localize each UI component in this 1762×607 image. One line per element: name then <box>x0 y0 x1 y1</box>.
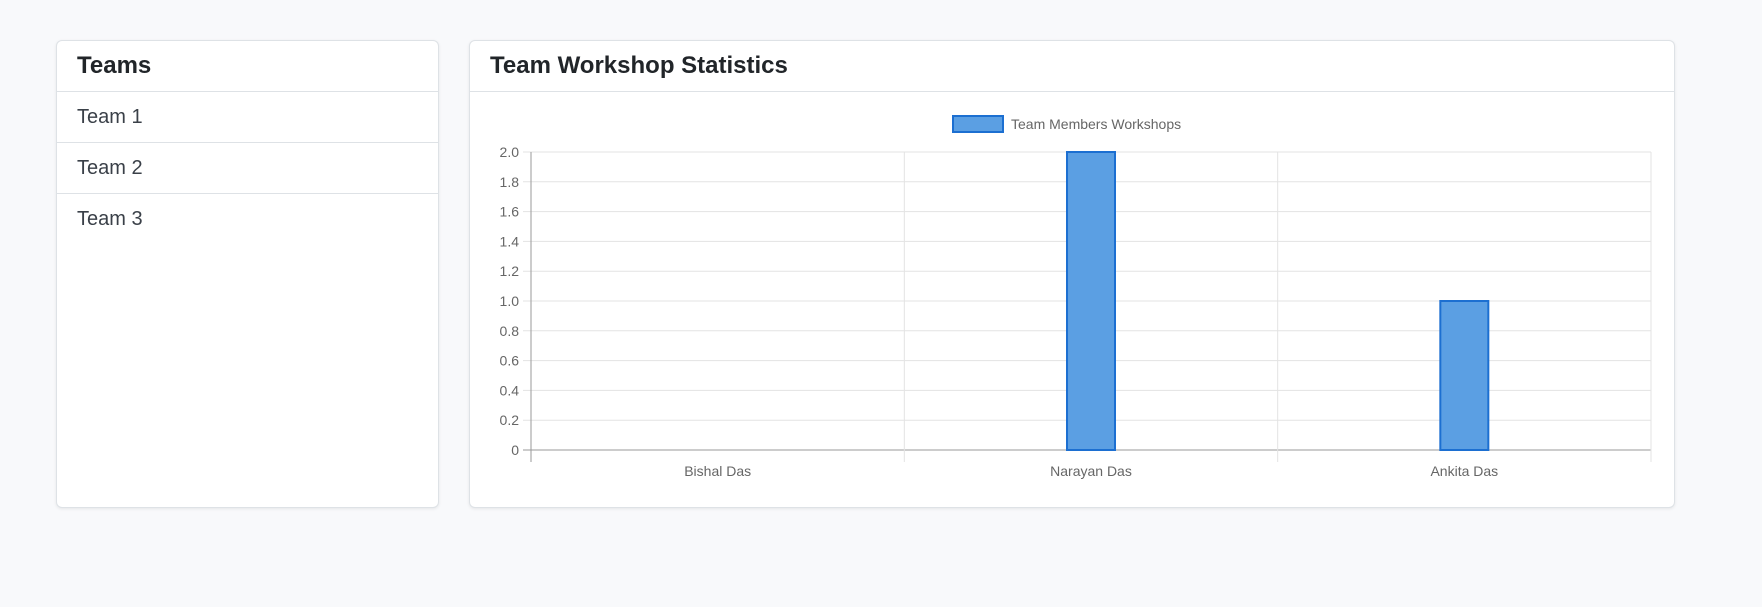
x-tick-label: Bishal Das <box>684 463 751 479</box>
y-tick-label: 1.8 <box>500 174 520 190</box>
teams-card: Teams Team 1 Team 2 Team 3 <box>56 40 439 508</box>
y-tick-label: 2.0 <box>500 144 520 160</box>
team-item-2[interactable]: Team 2 <box>57 143 438 194</box>
team-item-3[interactable]: Team 3 <box>77 208 143 230</box>
bar <box>1066 151 1116 451</box>
y-tick-label: 1.2 <box>500 263 520 279</box>
stats-title: Team Workshop Statistics <box>470 41 1674 92</box>
y-tick-label: 1.0 <box>500 293 520 309</box>
legend-label: Team Members Workshops <box>1011 116 1181 132</box>
workshop-bar-chart: 0 0.2 0.4 0.6 0.8 1.0 1.2 1.4 1.6 1.8 2.0 Bishal Da… <box>500 115 1652 479</box>
y-tick-label: 0.2 <box>500 412 520 428</box>
teams-title: Teams <box>57 41 438 92</box>
y-tick-label: 0 <box>511 442 519 458</box>
y-tick-label: 1.4 <box>500 233 520 249</box>
legend-swatch <box>952 115 1004 133</box>
team-item-1[interactable]: Team 1 <box>57 92 438 143</box>
stats-card: Team Workshop Statistics 0 0.2 0.4 0.6 0.8 1.… <box>469 40 1675 508</box>
x-tick-label: Narayan Das <box>1050 463 1132 479</box>
y-tick-label: 0.8 <box>500 323 520 339</box>
y-tick-label: 1.6 <box>500 204 520 220</box>
x-tick-label: Ankita Das <box>1430 463 1498 479</box>
y-tick-label: 0.6 <box>500 353 520 369</box>
bar <box>1439 300 1490 451</box>
teams-list: Team 1 Team 2 Team 3 <box>57 92 438 245</box>
y-tick-label: 0.4 <box>500 382 520 398</box>
